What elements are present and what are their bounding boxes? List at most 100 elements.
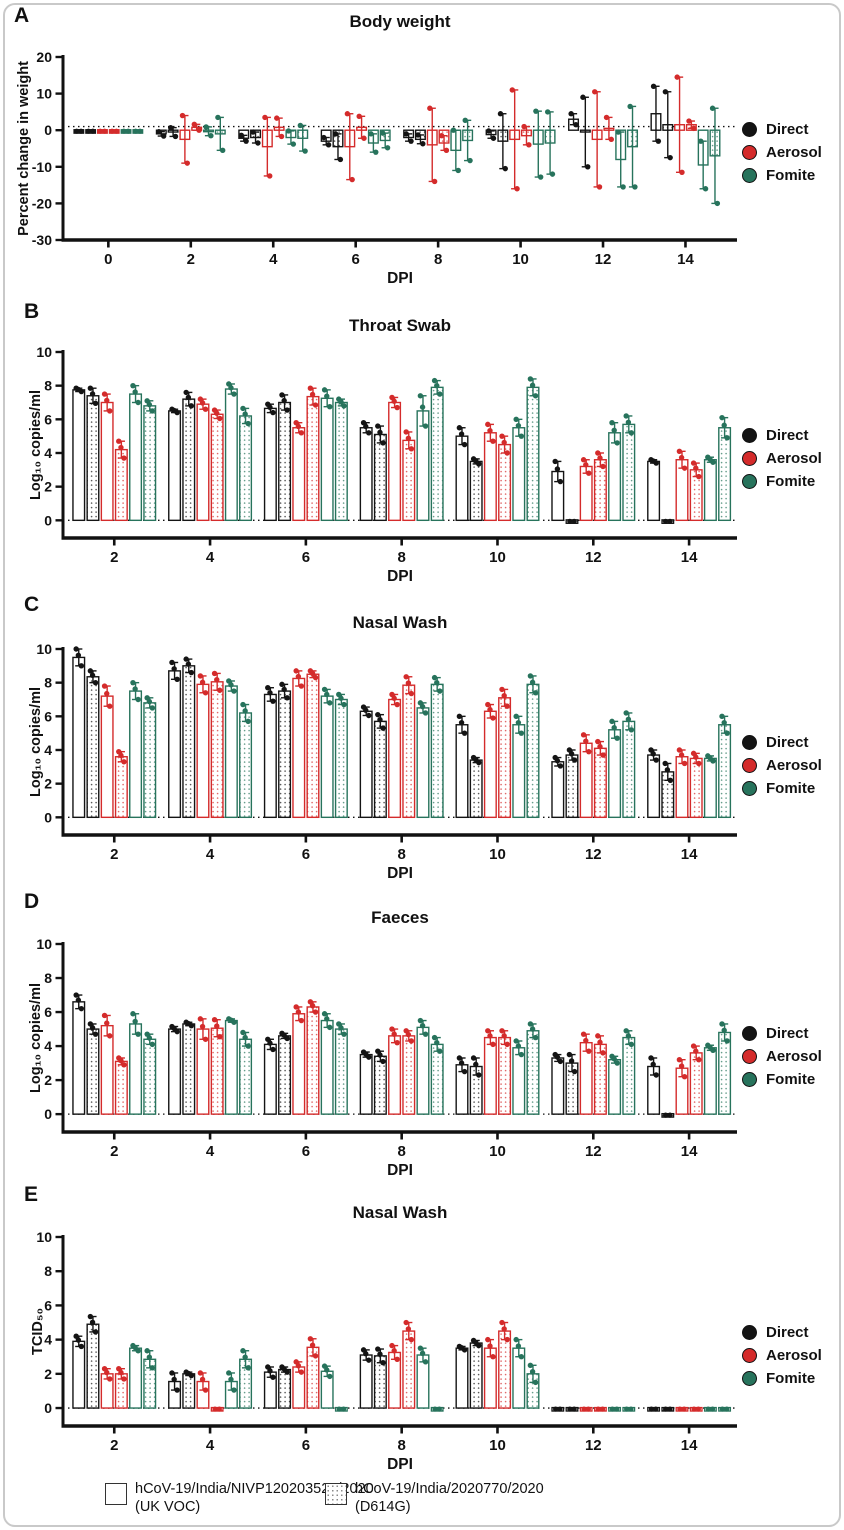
data-point xyxy=(614,735,620,741)
bar xyxy=(455,435,469,522)
bar xyxy=(210,681,224,819)
bar xyxy=(526,386,540,522)
data-point xyxy=(608,136,615,143)
data-point xyxy=(499,1028,505,1034)
data-point xyxy=(101,1012,108,1019)
bar-group-dpi10-direct-ukvoc xyxy=(485,128,497,141)
data-point xyxy=(490,1354,496,1360)
data-point xyxy=(89,672,96,679)
bar xyxy=(430,1043,444,1115)
bar xyxy=(402,439,416,522)
bar-group-dpi8-fomite-d614g xyxy=(430,1034,444,1115)
bar-group-dpi0-aerosol-ukvoc xyxy=(96,128,108,134)
data-point xyxy=(202,690,209,696)
panel-c-plot-area: 0 2 4 6 8 10 2 4 6 8 10 12 14 DPI Log₁₀ copies/ml xyxy=(28,641,737,880)
legend-item-fomite: Fomite xyxy=(742,1068,842,1091)
bar-group-dpi2-direct-d614g xyxy=(86,1021,100,1115)
data-point xyxy=(202,1036,209,1042)
bar xyxy=(196,683,210,819)
data-point xyxy=(456,425,463,431)
data-point xyxy=(707,1044,713,1050)
data-point xyxy=(724,1038,730,1044)
data-point xyxy=(133,128,139,134)
data-point xyxy=(600,752,606,758)
data-point xyxy=(595,1033,601,1039)
condition-legend: Direct Aerosol Fomite xyxy=(742,118,842,187)
data-point xyxy=(514,186,520,192)
data-point xyxy=(184,160,190,166)
data-point xyxy=(693,754,699,760)
bar-group-dpi8-fomite-d614g xyxy=(462,117,474,164)
data-point xyxy=(497,111,504,117)
panel-c-plot: 0 2 4 6 8 10 2 4 6 8 10 12 14 DPI Log₁₀ copies/ml xyxy=(28,641,737,880)
data-point xyxy=(240,405,246,412)
y-tick-label: 8 xyxy=(44,970,52,986)
data-point xyxy=(321,387,328,393)
data-point xyxy=(623,1028,629,1034)
data-point xyxy=(109,128,115,134)
data-point xyxy=(566,1051,573,1058)
bar xyxy=(512,724,526,819)
data-point xyxy=(297,122,304,129)
data-point xyxy=(501,439,507,446)
data-point xyxy=(485,1028,491,1034)
bar-group-dpi10-fomite-ukvoc xyxy=(512,1336,526,1409)
data-point xyxy=(196,127,202,133)
data-point xyxy=(597,1039,603,1045)
panel-b: B Throat Swab 0 2 4 6 8 10 2 4 6 8 10 12 14 DPI Log₁₀ … xyxy=(0,290,844,585)
data-point xyxy=(391,1031,397,1037)
direct-color-icon xyxy=(742,735,757,750)
bar-group-dpi4-direct-ukvoc xyxy=(238,129,250,144)
data-point xyxy=(202,406,209,412)
bar xyxy=(359,427,373,522)
bar xyxy=(526,683,540,819)
bar-group-dpi0-direct-ukvoc xyxy=(73,128,85,134)
condition-legend: Direct Aerosol Fomite xyxy=(742,1022,842,1091)
data-point xyxy=(380,1360,386,1366)
data-point xyxy=(265,685,271,691)
data-point xyxy=(485,1336,491,1343)
bar xyxy=(278,1035,292,1115)
bar-group-dpi2-fomite-ukvoc xyxy=(202,124,214,139)
y-tick-label: 10 xyxy=(36,641,52,657)
bar-group-dpi10-aerosol-d614g xyxy=(520,123,532,148)
bar xyxy=(718,724,732,819)
data-point xyxy=(107,1376,113,1382)
legend-item-fomite: Fomite xyxy=(742,777,842,800)
data-point xyxy=(627,103,633,110)
data-point xyxy=(595,450,601,456)
data-point xyxy=(532,393,539,399)
bar xyxy=(388,698,402,819)
bar-group-dpi8-direct-d614g xyxy=(414,129,426,147)
data-point xyxy=(375,711,381,718)
data-point xyxy=(681,1074,688,1080)
y-tick-label: 8 xyxy=(44,675,52,691)
bar-group-dpi6-direct-ukvoc xyxy=(263,401,277,522)
bar-group-dpi6-aerosol-ukvoc xyxy=(292,1359,306,1409)
data-point xyxy=(219,147,226,154)
data-point xyxy=(405,1326,412,1332)
data-point xyxy=(125,128,131,134)
x-tick-label: 4 xyxy=(206,846,215,863)
condition-legend: Direct Aerosol Fomite xyxy=(742,424,842,493)
y-tick-label: 6 xyxy=(44,1297,52,1313)
data-point xyxy=(101,683,108,689)
data-point xyxy=(527,1362,534,1368)
data-point xyxy=(504,1041,510,1048)
bar-group-dpi8-aerosol-d614g xyxy=(438,129,450,154)
bar xyxy=(168,1028,182,1115)
data-point xyxy=(724,435,730,441)
bar-group-dpi2-aerosol-d614g xyxy=(114,748,128,819)
bar xyxy=(263,1043,277,1115)
bar-group-dpi6-aerosol-ukvoc xyxy=(292,1004,306,1115)
bar-group-dpi14-direct-ukvoc xyxy=(650,83,662,144)
y-tick-label: 2 xyxy=(44,479,52,495)
data-point xyxy=(87,1313,94,1320)
data-point xyxy=(696,473,702,480)
legend-item-fomite: Fomite xyxy=(742,1367,842,1390)
data-point xyxy=(403,1319,409,1326)
data-point xyxy=(327,700,333,706)
data-point xyxy=(458,719,465,726)
data-point xyxy=(101,391,108,397)
data-point xyxy=(513,416,519,423)
